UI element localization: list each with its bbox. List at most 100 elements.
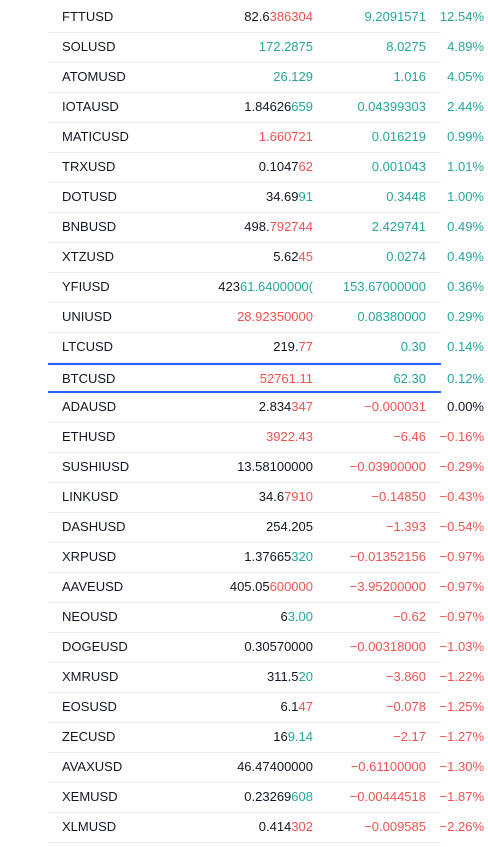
percent-change: −0.97%: [439, 609, 484, 624]
price-change: −0.009585: [364, 819, 426, 834]
watchlist-row[interactable]: AAVEUSD 405.05600000 −3.95200000 −0.97%: [48, 573, 484, 603]
last-price: 405.05600000: [158, 573, 313, 601]
last-price-unchanged-part: 1.37665: [244, 549, 292, 564]
last-price: 13.58100000: [158, 453, 313, 481]
symbol-label: LTCUSD: [62, 339, 114, 354]
symbol-label: LINKUSD: [62, 489, 119, 504]
last-price-unchanged-part: 2.834: [258, 399, 292, 414]
price-change: 1.016: [393, 69, 426, 84]
last-price-unchanged-part: 13.58100000: [237, 459, 313, 474]
percent-change: 0.29%: [447, 309, 484, 324]
last-price: 34.67910: [158, 483, 313, 511]
last-price-unchanged-part: 5.62: [273, 249, 299, 264]
last-price: 0.30570000: [158, 633, 313, 661]
watchlist-row[interactable]: AVAXUSD 46.47400000 −0.61100000 −1.30%: [48, 753, 484, 783]
watchlist-row[interactable]: XRPUSD 1.37665320 −0.01352156 −0.97%: [48, 543, 484, 573]
percent-change: 0.99%: [447, 129, 484, 144]
last-price: 172.2875: [158, 33, 313, 61]
last-price: 5.6245: [158, 243, 313, 271]
price-change: −3.860: [385, 669, 426, 684]
symbol-label: AVAXUSD: [62, 759, 123, 774]
symbol-label: EOSUSD: [62, 699, 117, 714]
watchlist-row[interactable]: XTZUSD 5.6245 0.0274 0.49%: [48, 243, 484, 273]
percent-change: 0.49%: [447, 249, 484, 264]
percent-change: 0.49%: [447, 219, 484, 234]
last-price-unchanged-part: 405.05: [229, 579, 270, 594]
percent-change: −1.87%: [439, 789, 484, 804]
last-price: 498.792744: [158, 213, 313, 241]
price-change: 8.0275: [386, 39, 426, 54]
percent-change: 0.36%: [447, 279, 484, 294]
watchlist-row[interactable]: DASHUSD 254.205 −1.393 −0.54%: [48, 513, 484, 543]
last-price-changed-part: 7910: [284, 489, 313, 504]
last-price-changed-part: 61.6400000(: [239, 279, 313, 294]
percent-change: 2.44%: [447, 99, 484, 114]
symbol-label: DOTUSD: [62, 189, 117, 204]
watchlist-row[interactable]: FTTUSD 82.6386304 9.2091571 12.54%: [48, 3, 484, 33]
percent-change: −0.54%: [439, 519, 484, 534]
price-change: 0.0274: [386, 249, 426, 264]
symbol-label: ATOMUSD: [62, 69, 126, 84]
last-price-changed-part: 347: [291, 399, 313, 414]
watchlist-row[interactable]: ETHUSD 3922.43 −6.46 −0.16%: [48, 423, 484, 453]
percent-change: −1.27%: [439, 729, 484, 744]
symbol-label: FTTUSD: [62, 9, 114, 24]
watchlist-row[interactable]: BNBUSD 498.792744 2.429741 0.49%: [48, 213, 484, 243]
last-price: 3922.43: [158, 423, 313, 451]
last-price-unchanged-part: 34.6: [258, 489, 285, 504]
watchlist-row[interactable]: ADAUSD 2.834347 −0.000031 0.00%: [48, 393, 484, 423]
symbol-label: ZECUSD: [62, 729, 116, 744]
price-change: 153.67000000: [342, 279, 426, 294]
watchlist-row[interactable]: NEOUSD 63.00 −0.62 −0.97%: [48, 603, 484, 633]
percent-change: 12.54%: [439, 9, 484, 24]
last-price: 254.205: [158, 513, 313, 541]
price-change: −0.00444518: [349, 789, 426, 804]
watchlist-row[interactable]: XLMUSD 0.414302 −0.009585 −2.26%: [48, 813, 484, 843]
watchlist-row[interactable]: TRXUSD 0.104762 0.001043 1.01%: [48, 153, 484, 183]
price-change: 0.3448: [386, 189, 426, 204]
percent-change: −0.29%: [439, 459, 484, 474]
symbol-label: XMRUSD: [62, 669, 119, 684]
percent-change: 4.05%: [447, 69, 484, 84]
watchlist-table: FTTUSD 82.6386304 9.2091571 12.54% SOLUSD 172…: [48, 3, 484, 843]
last-price-changed-part: 1.660721: [258, 129, 313, 144]
last-price-changed-part: 3922.43: [266, 429, 313, 444]
watchlist-row[interactable]: MATICUSD 1.660721 0.016219 0.99%: [48, 123, 484, 153]
watchlist-row[interactable]: DOTUSD 34.6991 0.3448 1.00%: [48, 183, 484, 213]
watchlist-row[interactable]: LTCUSD 219.77 0.30 0.14%: [48, 333, 484, 363]
last-price: 1.84626659: [158, 93, 313, 121]
percent-change: 0.14%: [447, 339, 484, 354]
watchlist-row[interactable]: XMRUSD 311.520 −3.860 −1.22%: [48, 663, 484, 693]
symbol-label: BTCUSD: [62, 371, 116, 386]
watchlist-row[interactable]: DOGEUSD 0.30570000 −0.00318000 −1.03%: [48, 633, 484, 663]
watchlist-row[interactable]: XEMUSD 0.23269608 −0.00444518 −1.87%: [48, 783, 484, 813]
watchlist-row[interactable]: YFIUSD 42361.6400000(153.67000000 0.36%: [48, 273, 484, 303]
last-price: 63.00: [158, 603, 313, 631]
watchlist-row[interactable]: SOLUSD 172.2875 8.0275 4.89%: [48, 33, 484, 63]
watchlist-row[interactable]: ATOMUSD 26.129 1.016 4.05%: [48, 63, 484, 93]
last-price: 219.77: [158, 333, 313, 361]
last-price-unchanged-part: 0.23269: [244, 789, 292, 804]
percent-change: −0.43%: [439, 489, 484, 504]
last-price-changed-part: 386304: [269, 9, 313, 24]
price-change: 0.016219: [371, 129, 426, 144]
symbol-label: XRPUSD: [62, 549, 117, 564]
last-price-unchanged-part: 6.1: [280, 699, 299, 714]
last-price: 46.47400000: [158, 753, 313, 781]
watchlist-row[interactable]: BTCUSD 52761.11 62.30 0.12%: [48, 363, 484, 393]
price-change: −3.95200000: [349, 579, 426, 594]
watchlist-row[interactable]: UNIUSD 28.92350000 0.08380000 0.29%: [48, 303, 484, 333]
last-price-unchanged-part: 0.30570000: [244, 639, 313, 654]
watchlist-row[interactable]: ZECUSD 169.14 −2.17 −1.27%: [48, 723, 484, 753]
watchlist-row[interactable]: SUSHIUSD 13.58100000 −0.03900000 −0.29%: [48, 453, 484, 483]
last-price: 311.520: [158, 663, 313, 691]
symbol-label: ETHUSD: [62, 429, 116, 444]
last-price-changed-part: 659: [291, 99, 313, 114]
last-price-unchanged-part: 311.5: [266, 669, 299, 684]
last-price-changed-part: 52761.11: [259, 371, 313, 386]
watchlist-row[interactable]: LINKUSD 34.67910 −0.14850 −0.43%: [48, 483, 484, 513]
price-change: 0.04399303: [357, 99, 426, 114]
last-price-unchanged-part: 46.47400000: [237, 759, 313, 774]
watchlist-row[interactable]: EOSUSD 6.147 −0.078 −1.25%: [48, 693, 484, 723]
watchlist-row[interactable]: IOTAUSD 1.84626659 0.04399303 2.44%: [48, 93, 484, 123]
